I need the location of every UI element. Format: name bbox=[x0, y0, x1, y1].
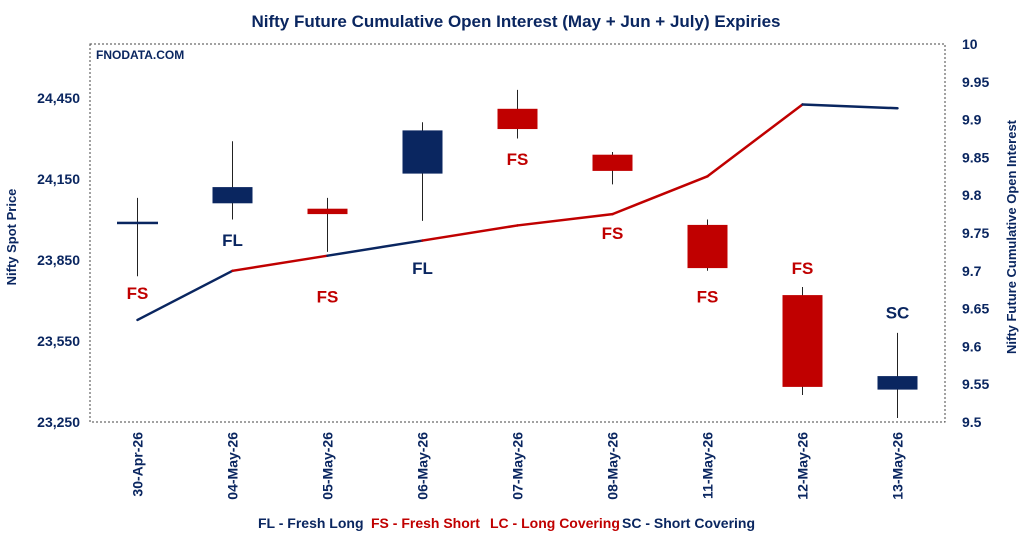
x-tick-label: 05-May-26 bbox=[320, 432, 336, 500]
x-tick-label: 08-May-26 bbox=[605, 432, 621, 500]
x-tick-label: 06-May-26 bbox=[415, 432, 431, 500]
x-tick-label: 11-May-26 bbox=[700, 432, 716, 499]
x-tick-label: 12-May-26 bbox=[795, 432, 811, 500]
y-right-tick-label: 9.85 bbox=[962, 149, 989, 165]
oi-line-segment bbox=[326, 239, 424, 257]
chart-title: Nifty Future Cumulative Open Interest (M… bbox=[251, 12, 780, 31]
oi-line-segment bbox=[706, 103, 804, 178]
oi-line-segment bbox=[421, 224, 519, 242]
candle-body bbox=[117, 221, 158, 225]
y-right-tick-label: 9.95 bbox=[962, 74, 989, 90]
candle-body bbox=[402, 130, 443, 174]
candle-body bbox=[687, 224, 728, 269]
y-right-tick-label: 9.75 bbox=[962, 225, 989, 241]
candle-body bbox=[877, 376, 918, 390]
oi-line-segment bbox=[516, 212, 614, 227]
signal-tag-label: FS bbox=[127, 284, 149, 303]
signal-tag-label: FS bbox=[697, 287, 719, 306]
legend-entry: FL - Fresh Long bbox=[258, 515, 364, 531]
signal-tag-label: FL bbox=[412, 259, 433, 278]
oi-line-segment bbox=[801, 103, 899, 110]
y-right-tick-label: 9.6 bbox=[962, 338, 982, 354]
legend-entry: SC - Short Covering bbox=[622, 515, 755, 531]
y-right-tick-label: 9.7 bbox=[962, 263, 982, 279]
candlesticks bbox=[117, 89, 918, 418]
y-axis-left-title: Nifty Spot Price bbox=[4, 189, 19, 286]
candle-body bbox=[592, 154, 633, 171]
candle-body bbox=[782, 295, 823, 387]
y-right-tick-label: 10 bbox=[962, 36, 978, 52]
x-tick-label: 07-May-26 bbox=[510, 432, 526, 500]
x-axis: 30-Apr-26 04-May-26 05-May-26 06-May-26 07-M… bbox=[130, 432, 906, 500]
signal-tag-label: FS bbox=[602, 224, 624, 243]
candle-body bbox=[497, 108, 538, 130]
plot-area-border bbox=[89, 43, 946, 423]
y-right-tick-label: 9.9 bbox=[962, 112, 982, 128]
watermark: FNODATA.COM bbox=[96, 48, 184, 62]
y-right-tick-label: 9.65 bbox=[962, 301, 989, 317]
signal-tag-label: FL bbox=[222, 231, 243, 250]
y-left-tick-label: 24,450 bbox=[37, 90, 80, 106]
y-right-tick-label: 9.5 bbox=[962, 414, 982, 430]
y-left-tick-label: 23,550 bbox=[37, 333, 80, 349]
y-axis-right-title: Nifty Future Cumulative Open Interest bbox=[1004, 119, 1019, 354]
oi-line-segment bbox=[231, 254, 329, 273]
legend-entry: LC - Long Covering bbox=[490, 515, 620, 531]
y-axis-right: 9.5 9.55 9.6 9.65 9.7 9.75 9.8 9.85 9.9 9.95 10 bbox=[962, 36, 989, 430]
y-left-tick-label: 24,150 bbox=[37, 171, 80, 187]
candle-body bbox=[307, 208, 348, 215]
y-right-tick-label: 9.55 bbox=[962, 376, 989, 392]
oi-line-segment bbox=[611, 175, 709, 216]
oi-line-segment bbox=[136, 269, 234, 322]
x-tick-label: 30-Apr-26 bbox=[130, 432, 146, 497]
signal-tag-label: FS bbox=[317, 287, 339, 306]
signal-tag-label: FS bbox=[792, 259, 814, 278]
x-tick-label: 04-May-26 bbox=[225, 432, 241, 500]
y-axis-left: 23,250 23,550 23,850 24,150 24,450 bbox=[37, 90, 80, 430]
candle-body bbox=[212, 187, 253, 204]
x-tick-label: 13-May-26 bbox=[890, 432, 906, 500]
open-interest-line bbox=[136, 103, 899, 322]
y-left-tick-label: 23,250 bbox=[37, 414, 80, 430]
signal-tag-label: SC bbox=[886, 304, 910, 323]
y-right-tick-label: 9.8 bbox=[962, 187, 982, 203]
legend: FL - Fresh Long FS - Fresh Short LC - Long… bbox=[258, 515, 755, 531]
signal-tags: FS FL FS FL FS FS FS FS SC bbox=[127, 150, 910, 323]
y-left-tick-label: 23,850 bbox=[37, 252, 80, 268]
legend-entry: FS - Fresh Short bbox=[371, 515, 480, 531]
signal-tag-label: FS bbox=[507, 150, 529, 169]
